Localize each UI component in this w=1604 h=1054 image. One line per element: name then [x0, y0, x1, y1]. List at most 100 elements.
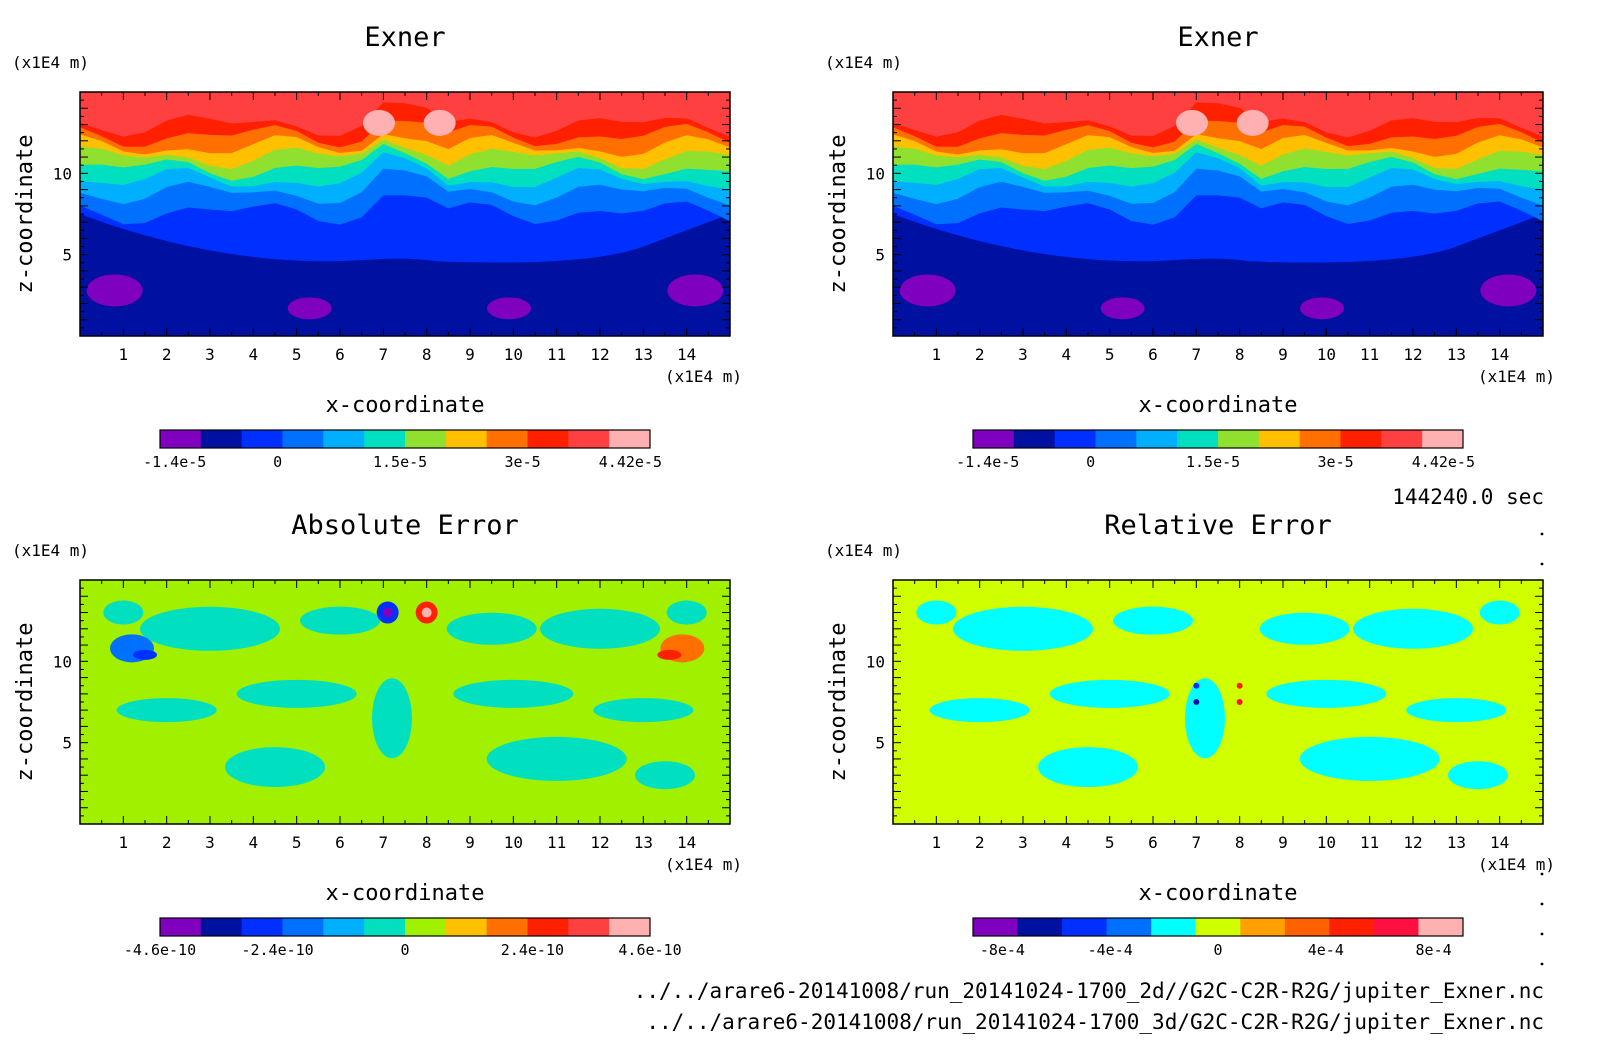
time-label: 144240.0 sec: [1392, 485, 1544, 509]
x-tick-label: 9: [1278, 833, 1288, 852]
x-tick-label: 2: [162, 833, 172, 852]
y-axis-title: z-coordinate: [13, 135, 38, 294]
colorbar-tick-label: 0: [1086, 453, 1095, 471]
y-axis-title: z-coordinate: [826, 135, 851, 294]
colorbar-swatch: [241, 918, 283, 936]
colorbar-swatch: [323, 918, 365, 936]
x-tick-label: 10: [1317, 833, 1336, 852]
colorbar-swatch: [1299, 430, 1341, 448]
x-tick-label: 9: [465, 833, 475, 852]
colorbar-swatch: [1422, 430, 1464, 448]
x-tick-label: 12: [1403, 833, 1422, 852]
colorbar-tick-label: 8e-4: [1416, 941, 1452, 959]
x-tick-label: 7: [1192, 833, 1202, 852]
contour-field: [893, 92, 1543, 336]
x-tick-label: 9: [1278, 345, 1288, 364]
y-tick-label: 10: [53, 164, 72, 183]
x-axis-title: x-coordinate: [326, 881, 485, 906]
x-tick-label: 5: [1105, 345, 1115, 364]
x-tick-label: 10: [1317, 345, 1336, 364]
colorbar: -1.4e-5 0 1.5e-5 3e-5 4.42e-5: [956, 429, 1475, 471]
x-tick-label: 5: [292, 833, 302, 852]
x-axis-title: x-coordinate: [326, 393, 485, 418]
colorbar-swatch: [568, 430, 610, 448]
contour-field: [893, 580, 1543, 824]
x-tick-label: 1: [932, 833, 942, 852]
colorbar: -1.4e-5 0 1.5e-5 3e-5 4.42e-5: [143, 429, 662, 471]
x-tick-label: 13: [634, 833, 653, 852]
colorbar-swatch: [1329, 918, 1375, 936]
x-tick-label: 14: [677, 345, 696, 364]
x-tick-label: 6: [335, 833, 345, 852]
x-unit-label: (x1E4 m): [1478, 855, 1555, 874]
x-tick-label: 14: [1490, 345, 1509, 364]
x-tick-label: 5: [1105, 833, 1115, 852]
colorbar-tick-label: 0: [273, 453, 282, 471]
colorbar-tick-label: 3e-5: [505, 453, 541, 471]
x-tick-label: 7: [379, 833, 389, 852]
y-unit-label: (x1E4 m): [12, 541, 89, 560]
colorbar-frame: [972, 917, 1464, 937]
x-tick-label: 3: [1018, 833, 1028, 852]
contour-field: [80, 580, 730, 824]
colorbar-swatch: [1106, 918, 1152, 936]
colorbar-swatch: [1218, 430, 1260, 448]
colorbar-swatch: [364, 430, 406, 448]
colorbar-swatch: [527, 430, 569, 448]
x-tick-label: 12: [1403, 345, 1422, 364]
x-tick-label: 9: [465, 345, 475, 364]
colorbar-swatch: [282, 918, 324, 936]
file-path-3d: ../../arare6-20141008/run_20141024-1700_…: [646, 1010, 1544, 1034]
colorbar-swatch: [973, 918, 1019, 936]
colorbar-tick-label: 4.42e-5: [599, 453, 662, 471]
x-tick-label: 5: [292, 345, 302, 364]
colorbar-swatch: [486, 430, 528, 448]
colorbar-swatch: [1240, 918, 1286, 936]
x-unit-label: (x1E4 m): [1478, 367, 1555, 386]
colorbar-frame: [159, 429, 651, 449]
x-tick-label: 11: [547, 345, 566, 364]
panel-title: Relative Error: [1104, 510, 1332, 541]
x-tick-label: 4: [249, 833, 259, 852]
x-unit-label: (x1E4 m): [665, 367, 742, 386]
ellipsis-dots: [1540, 532, 1544, 966]
x-tick-label: 3: [205, 833, 215, 852]
x-tick-label: 12: [590, 345, 609, 364]
colorbar-swatch: [200, 430, 243, 448]
colorbar-swatch: [1136, 430, 1178, 448]
x-tick-label: 13: [634, 345, 653, 364]
y-axis-title: z-coordinate: [13, 623, 38, 782]
colorbar-tick-label: 1.5e-5: [1186, 453, 1240, 471]
y-axis-title: z-coordinate: [826, 623, 851, 782]
colorbar-tick-label: 1.5e-5: [373, 453, 427, 471]
colorbar-swatch: [1195, 918, 1241, 936]
x-tick-label: 2: [162, 345, 172, 364]
x-tick-label: 7: [1192, 345, 1202, 364]
colorbar-frame: [159, 917, 651, 937]
colorbar-swatch: [1381, 430, 1423, 448]
file-path-2d: ../../arare6-20141008/run_20141024-1700_…: [634, 979, 1544, 1003]
x-tick-label: 2: [975, 345, 985, 364]
panel-title: Exner: [1177, 22, 1258, 53]
x-tick-label: 6: [1148, 833, 1158, 852]
colorbar-swatch: [282, 430, 324, 448]
x-tick-label: 14: [1490, 833, 1509, 852]
colorbar-swatch: [241, 430, 283, 448]
contour-field: [80, 92, 730, 336]
x-tick-label: 3: [1018, 345, 1028, 364]
colorbar-tick-label: -1.4e-5: [143, 453, 206, 471]
colorbar-swatch: [1258, 430, 1301, 448]
colorbar-swatch: [1017, 918, 1063, 936]
panel-title: Absolute Error: [291, 510, 519, 541]
colorbar: -8e-4 -4e-4 0 4e-4 8e-4: [972, 917, 1464, 959]
colorbar-swatch: [405, 918, 447, 936]
x-tick-label: 7: [379, 345, 389, 364]
colorbar-swatch: [323, 430, 365, 448]
y-tick-label: 10: [53, 652, 72, 671]
x-tick-label: 8: [1235, 833, 1245, 852]
colorbar-swatch: [1151, 918, 1197, 936]
y-unit-label: (x1E4 m): [825, 541, 902, 560]
